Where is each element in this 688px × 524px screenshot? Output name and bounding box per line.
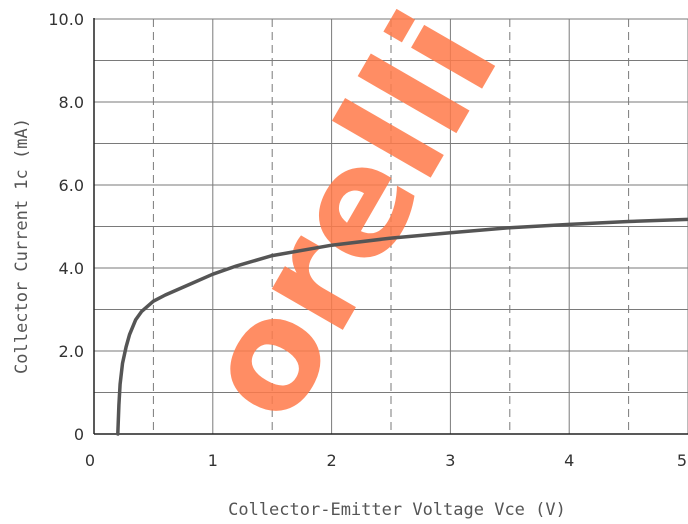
x-tick-label: 5 <box>677 451 687 470</box>
y-tick-label: 0 <box>74 425 84 444</box>
y-tick-label: 10.0 <box>48 10 84 29</box>
x-tick-label: 1 <box>208 451 218 470</box>
watermark: orelli <box>165 0 532 448</box>
series-line <box>116 217 688 436</box>
y-axis-title: Collector Current 1c (mA) <box>12 118 32 374</box>
x-axis-title: Collector-Emitter Voltage Vce (V) <box>228 500 566 520</box>
grid <box>93 18 688 435</box>
y-tick-label: 2.0 <box>59 342 84 361</box>
x-tick-label: 3 <box>445 451 455 470</box>
tick-labels: 0 2.0 4.0 6.0 8.0 10.0 0 1 2 3 4 5 <box>48 10 687 470</box>
y-tick-label: 6.0 <box>59 176 84 195</box>
watermark-text: orelli <box>165 0 532 448</box>
y-tick-label: 4.0 <box>59 259 84 278</box>
data-series <box>116 217 688 436</box>
y-tick-label: 8.0 <box>59 93 84 112</box>
x-tick-label: 4 <box>564 451 574 470</box>
x-tick-label: 2 <box>327 451 337 470</box>
x-tick-label: 0 <box>85 451 95 470</box>
